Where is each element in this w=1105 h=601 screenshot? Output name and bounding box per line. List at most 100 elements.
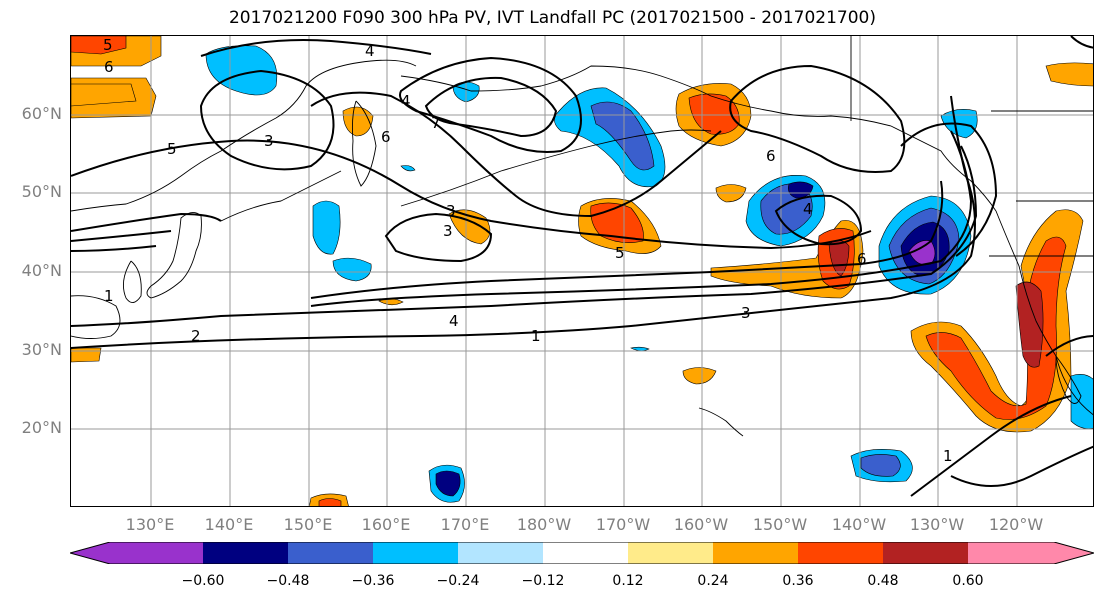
pv-contour-8 [71,245,157,252]
lat-label-30n: 30°N [21,340,62,359]
pv-blob [682,367,717,385]
pv-blob [1015,281,1044,368]
aleutians [400,129,712,207]
pv-contour-5 [71,139,872,250]
contour-label: 6 [381,128,391,146]
lat-label-50n: 50°N [21,182,62,201]
map-title: 2017021200 F090 300 hPa PV, IVT Landfall… [228,8,876,28]
lon-label-170w: 170°W [595,515,651,534]
contour-label: 3 [443,222,453,240]
pv-blob [312,200,341,255]
contour-label: 3 [264,132,274,150]
colorbar-tick-label: 0.36 [782,573,814,589]
lon-label-120w: 120°W [988,515,1044,534]
contour-label: 4 [803,200,813,218]
pv-contour-loop-d [729,64,906,173]
pv-blob [205,45,278,96]
pv-contour-loop-e [774,194,863,246]
colorbar-bin-minus-048-036 [288,542,373,564]
colorbar-tick-label: −0.12 [521,573,565,589]
contour-label: 6 [766,147,776,165]
pv-contour-7 [71,230,172,242]
contour-label: 2 [191,327,201,345]
colorbar-tick-label: −0.24 [436,573,480,589]
lon-label-140w: 140°W [831,515,887,534]
lon-label-180w: 180°W [516,515,572,534]
pv-contour-1-east [910,335,1093,497]
korea-coast [122,260,142,303]
contour-label: 1 [943,447,953,465]
lon-label-140e: 140°E [204,515,254,534]
colorbar-tick-label: 0.12 [612,573,644,589]
contour-label: 1 [531,327,541,345]
colorbar-tick-label: −0.36 [351,573,395,589]
pv-blob [342,106,374,137]
lon-label-130e: 130°E [125,515,175,534]
contour-label: 4 [449,312,459,330]
lat-label-40n: 40°N [21,261,62,280]
colorbar-tick-label: −0.48 [266,573,310,589]
pv-blob [71,83,137,107]
pv-blob [860,454,901,477]
colorbar-bin-gt-060 [968,542,1094,564]
colorbar-bin-024-036 [713,542,798,564]
pv-blob [400,165,416,172]
pv-blob [630,346,650,352]
pv-blob [1045,62,1093,87]
baja [1055,355,1082,404]
pv-contour-3 [310,130,973,307]
contour-label: 3 [446,202,456,220]
contour-label: 6 [857,250,867,268]
contour-label: 7 [431,114,441,132]
na-coast [995,210,1093,416]
pv-contour-4 [310,180,944,299]
map-panel: 5 6 4 7 3 5 6 3 6 4 5 4 6 3 1 4 3 1 2 1 [70,35,1094,507]
pv-blob [908,240,936,265]
colorbar-bin-minus-024-012 [458,542,543,564]
pv-contour-mid [310,91,722,218]
pv-contours [71,36,1093,497]
colorbar-tick-label: −0.60 [181,573,225,589]
contour-label: 4 [365,42,375,60]
pv-contour-topright [1070,36,1093,49]
pv-blob [435,470,461,497]
pv-contour-south [950,445,1093,487]
contour-label: 5 [167,140,177,158]
asia-coast [71,59,417,212]
contour-label-group: 5 6 4 7 3 5 6 3 6 4 5 4 6 3 1 4 3 1 2 1 [103,36,953,465]
kuril-islands [220,170,342,222]
pv-contour-6 [71,212,222,232]
colorbar-bin-minus-012-012 [543,542,628,564]
contour-label: 4 [401,92,411,110]
pv-contour-2 [71,145,978,327]
lon-label-160e: 160°E [361,515,411,534]
colorbar-bin-048-060 [883,542,968,564]
pv-contour-loop-c [384,212,493,263]
pv-blob [318,498,342,506]
pv-contour-west [199,69,335,171]
pv-contour-1 [71,95,976,349]
contour-label: 3 [741,304,751,322]
pv-contour-loop-b [424,76,558,138]
contour-label: 5 [615,244,625,262]
colorbar [68,541,1096,568]
lon-label-150w: 150°W [752,515,808,534]
colorbar-bin-036-048 [798,542,883,564]
colorbar-bin-012-024 [628,542,713,564]
hawaii [698,407,744,437]
alaska-coast [400,65,997,212]
pv-contour-big [200,39,432,57]
colorbar-svg [68,541,1096,568]
kamchatka [351,100,377,187]
map-canvas: 5 6 4 7 3 5 6 3 6 4 5 4 6 3 1 4 3 1 2 1 [71,36,1093,506]
pv-blob [590,101,655,171]
japan-coast [146,212,202,299]
graticule [71,36,1093,506]
colorbar-bin-minus-060-048 [203,542,288,564]
colorbar-tick-label: 0.24 [697,573,729,589]
colorbar-tick-label: 0.48 [867,573,899,589]
pv-blob [332,257,372,282]
contour-label: 6 [104,58,114,76]
contour-label: 1 [104,287,114,305]
lon-label-170e: 170°E [440,515,490,534]
